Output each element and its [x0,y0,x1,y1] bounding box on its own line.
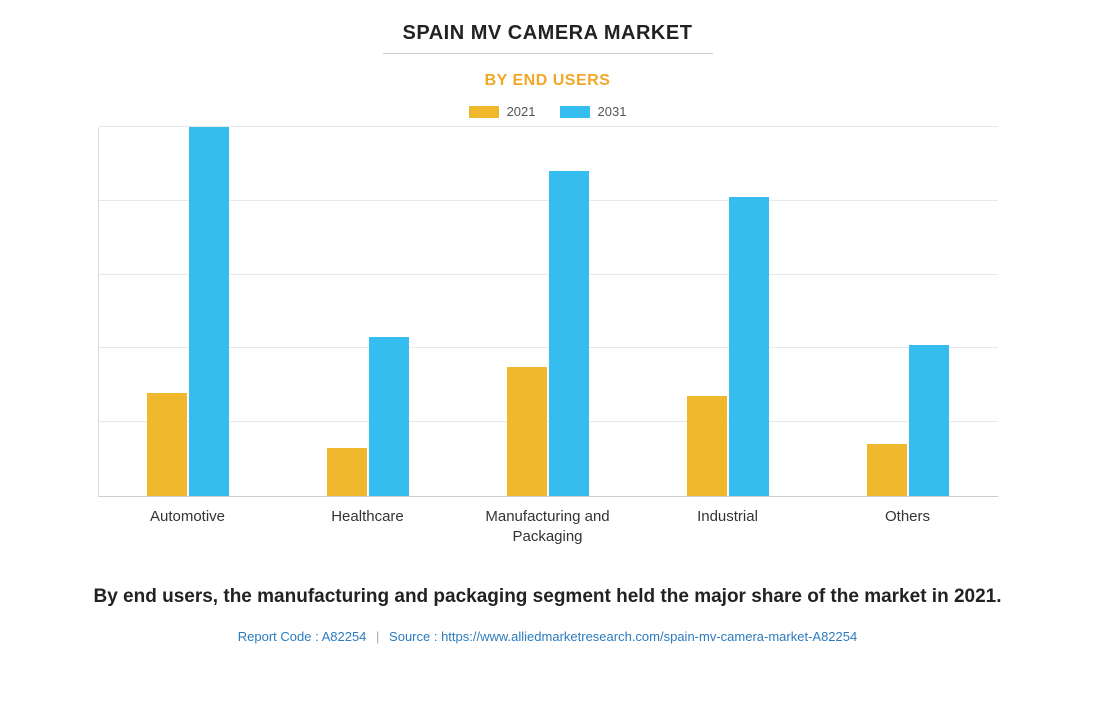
bar-2031 [729,197,769,496]
legend-swatch-2031 [560,106,590,118]
bar-2021 [867,444,907,496]
legend-item-2031: 2031 [560,104,627,119]
footer: Report Code : A82254 | Source : https://… [238,629,857,644]
bar-2031 [369,337,409,496]
source-label: Source : [389,629,441,644]
legend-swatch-2021 [469,106,499,118]
x-label: Healthcare [278,507,458,546]
x-axis-labels: AutomotiveHealthcareManufacturing andPac… [98,507,998,546]
chart-caption: By end users, the manufacturing and pack… [93,584,1001,611]
report-code: A82254 [322,629,367,644]
legend-item-2021: 2021 [469,104,536,119]
bar-2021 [687,396,727,496]
bar-group [638,127,818,496]
bar-2031 [549,171,589,496]
x-label: Industrial [638,507,818,546]
bar-group [818,127,998,496]
chart-plot-area [98,127,998,497]
x-label: Manufacturing andPackaging [458,507,638,546]
bar-2021 [147,393,187,496]
title-underline [383,53,713,54]
chart-title: SPAIN MV CAMERA MARKET [403,22,693,45]
bar-group [278,127,458,496]
footer-separator: | [376,629,379,644]
legend-label-2021: 2021 [507,104,536,119]
bar-2031 [909,345,949,496]
report-code-label: Report Code : [238,629,322,644]
bar-groups [99,127,998,496]
bar-2031 [189,127,229,496]
bar-group [99,127,279,496]
bar-group [458,127,638,496]
x-label: Others [818,507,998,546]
chart-subtitle: BY END USERS [485,72,611,90]
x-label: Automotive [98,507,278,546]
legend: 2021 2031 [469,104,627,119]
source-url: https://www.alliedmarketresearch.com/spa… [441,629,857,644]
bar-2021 [507,367,547,496]
bar-2021 [327,448,367,496]
legend-label-2031: 2031 [598,104,627,119]
